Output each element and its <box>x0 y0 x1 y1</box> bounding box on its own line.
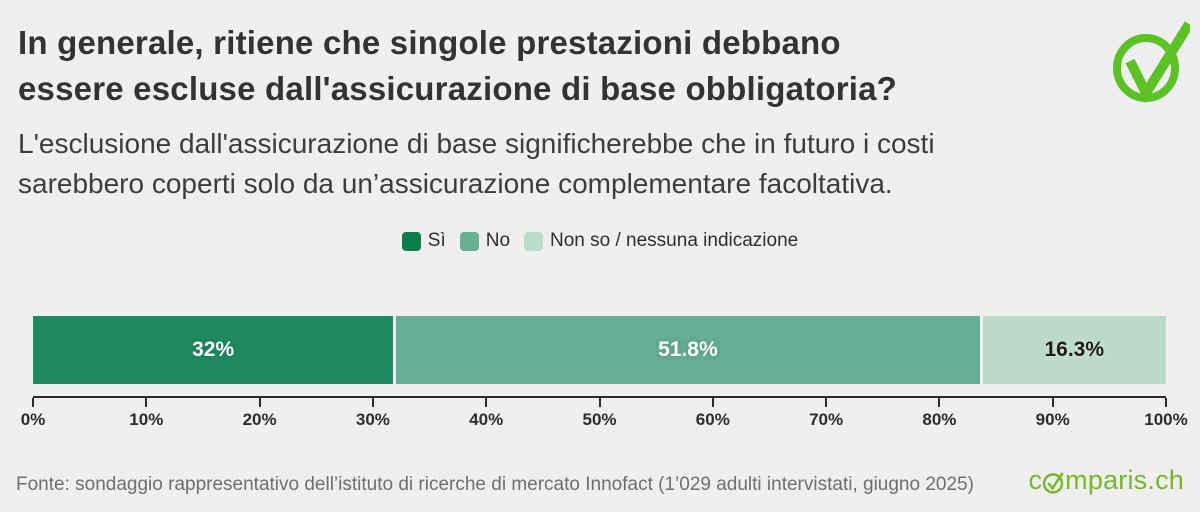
legend-swatch-icon <box>459 231 479 251</box>
legend-label: Sì <box>427 230 446 251</box>
bar-segment: 16.3% <box>982 316 1167 384</box>
bar-segment: 32% <box>33 316 397 384</box>
chart-subtitle: L'esclusione dall'assicurazione di base … <box>18 124 1140 204</box>
chart-subtitle-line-1: L'esclusione dall'assicurazione di base … <box>18 128 935 159</box>
legend-item: Non so / nessuna indicazione <box>524 230 798 252</box>
logo-check-o-icon <box>1042 472 1064 494</box>
tick-label: 90% <box>1035 410 1070 429</box>
page-title: In generale, ritiene che singole prestaz… <box>18 20 1090 112</box>
tick-label: 20% <box>242 410 277 429</box>
tick-label: 60% <box>695 410 730 429</box>
tick-mark <box>1165 398 1167 407</box>
tick-mark <box>371 398 374 407</box>
stacked-bar: 32% 51.8% 16.3% <box>33 316 1167 384</box>
legend-item: Sì <box>401 230 446 252</box>
tick-mark <box>825 398 828 407</box>
tick-label: 30% <box>355 410 390 429</box>
tick-label: 0% <box>20 410 46 429</box>
tick-label: 70% <box>809 410 844 429</box>
legend-label: Non so / nessuna indicazione <box>550 230 799 251</box>
bar-segment-value-label: 32% <box>192 338 235 361</box>
legend-swatch-icon <box>401 231 421 251</box>
page-title-line-1: In generale, ritiene che singole prestaz… <box>18 24 841 61</box>
chart-legend: Sì No Non so / nessuna indicazione <box>0 230 1200 252</box>
tick-label: 100% <box>1144 410 1188 429</box>
chart-subtitle-line-2: sarebbero coperti solo da un’assicurazio… <box>18 168 893 199</box>
legend-item: No <box>459 230 511 252</box>
chart-header: In generale, ritiene che singole prestaz… <box>18 20 1090 112</box>
chart-footer: Fonte: sondaggio rappresentativo dell’is… <box>16 465 1184 496</box>
check-circle-icon <box>1113 21 1190 104</box>
x-axis: 0% 10% 20% 30% 40% 50% 60% 70% 80% 90% 100% <box>21 396 1188 440</box>
page-title-line-2: essere escluse dall'assicurazione di bas… <box>18 70 898 107</box>
tick-label: 10% <box>129 410 164 429</box>
bar-segment-value-label: 51.8% <box>658 338 718 361</box>
tick-mark <box>938 398 941 407</box>
source-note: Fonte: sondaggio rappresentativo dell’is… <box>16 474 974 495</box>
logo-text-suffix: mparis.ch <box>1065 465 1184 495</box>
tick-mark <box>598 398 601 407</box>
bar-segment: 51.8% <box>396 316 983 384</box>
tick-mark <box>145 398 148 407</box>
tick-mark <box>32 398 34 407</box>
tick-mark <box>711 398 714 407</box>
logo-text-prefix: c <box>1028 465 1043 495</box>
tick-label: 40% <box>469 410 504 429</box>
comparis-logo: c mparis.ch <box>1028 465 1184 496</box>
legend-label: No <box>485 230 511 251</box>
tick-mark <box>258 398 261 407</box>
bar-segment-value-label: 16.3% <box>1044 338 1105 361</box>
tick-mark <box>485 398 488 407</box>
tick-label: 80% <box>922 410 957 429</box>
tick-label: 50% <box>582 410 617 429</box>
legend-swatch-icon <box>524 231 544 251</box>
tick-mark <box>1051 398 1054 407</box>
